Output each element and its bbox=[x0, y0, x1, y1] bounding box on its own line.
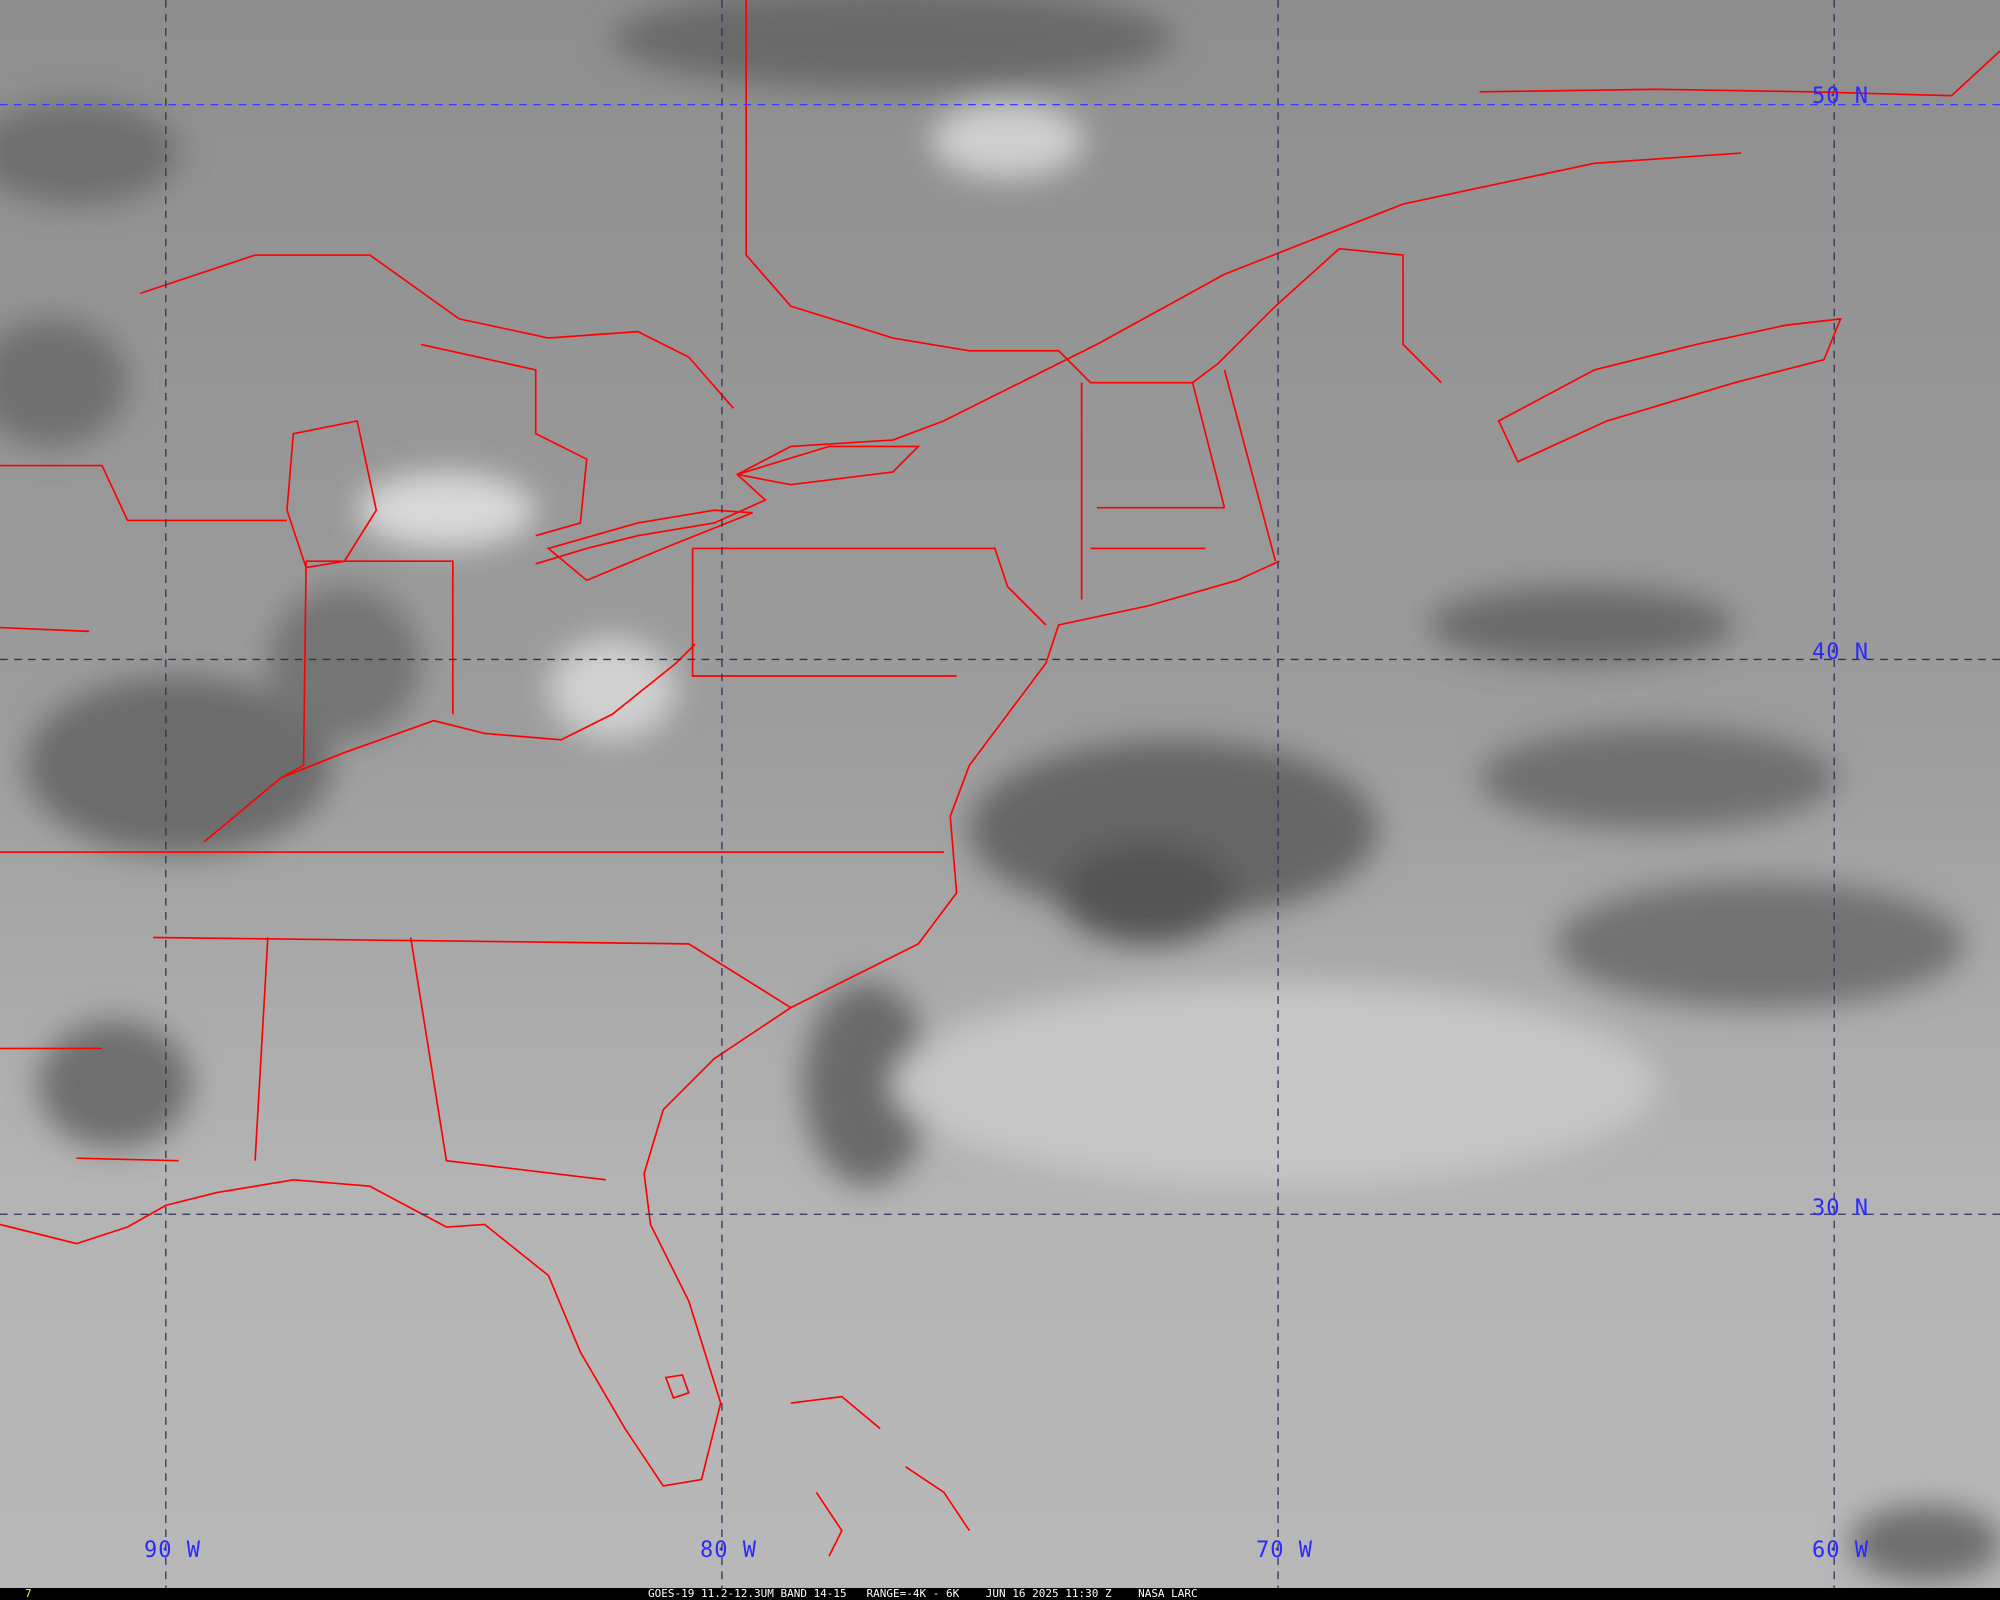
us-east-coast bbox=[0, 560, 1280, 1487]
frame-number: 7 bbox=[25, 1587, 32, 1600]
quebec-north-shore bbox=[1479, 50, 2000, 97]
nova-scotia bbox=[1497, 317, 1842, 463]
canada-coastline bbox=[535, 152, 1742, 565]
lake-ontario bbox=[737, 445, 921, 486]
lon-label-90w: 90 W bbox=[144, 1538, 201, 1563]
lon-label-70w: 70 W bbox=[1256, 1538, 1313, 1563]
lat-label-30n: 30 N bbox=[1812, 1196, 1869, 1221]
caption-bar: 7 GOES-19 11.2-12.3UM BAND 14-15 RANGE=-… bbox=[0, 1588, 2000, 1600]
canada-us-border bbox=[745, 0, 1442, 384]
bahamas bbox=[790, 1395, 971, 1557]
lon-label-80w: 80 W bbox=[700, 1538, 757, 1563]
lake-okeechobee bbox=[664, 1374, 690, 1399]
political-boundaries bbox=[0, 0, 2000, 1557]
lat-label-50n: 50 N bbox=[1812, 84, 1869, 109]
lake-huron bbox=[420, 343, 588, 537]
lat-label-40n: 40 N bbox=[1812, 640, 1869, 665]
state-borders bbox=[0, 369, 1277, 1181]
lon-label-60w: 60 W bbox=[1812, 1538, 1869, 1563]
image-caption: GOES-19 11.2-12.3UM BAND 14-15 RANGE=-4K… bbox=[648, 1587, 1198, 1600]
lake-erie bbox=[546, 509, 753, 582]
lake-superior bbox=[140, 254, 735, 409]
ohio-river bbox=[203, 643, 696, 843]
